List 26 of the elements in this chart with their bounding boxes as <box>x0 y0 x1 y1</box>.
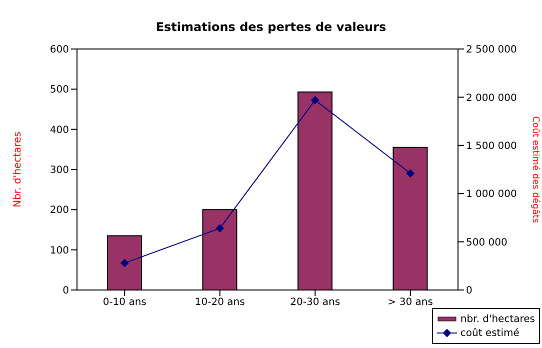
y2-tick-label: 2 000 000 <box>466 92 517 104</box>
y2-tick-label: 2 500 000 <box>466 44 517 56</box>
y-tick-label: 400 <box>50 124 69 136</box>
legend-label: coût estimé <box>460 328 520 338</box>
y-tick-label: 0 <box>62 286 69 297</box>
x-tick-label: 0-10 ans <box>102 297 146 308</box>
y-tick-label: 200 <box>50 205 69 216</box>
y2-tick-label: 0 <box>466 286 472 297</box>
chart-title: Estimations des pertes de valeurs <box>154 20 388 34</box>
y-tick-label: 500 <box>50 84 69 96</box>
y2-tick-label: 1 000 000 <box>466 189 517 200</box>
point <box>120 259 129 268</box>
y2-tick-label: 500 000 <box>466 237 508 248</box>
point <box>406 169 414 178</box>
y-tick-label: 100 <box>50 245 69 256</box>
x-tick-label: > 30 ans <box>388 297 433 308</box>
legend-label: nbr. d'hectares <box>460 314 535 324</box>
x-tick-label: 20-30 ans <box>290 297 340 308</box>
y-tick-label: 300 <box>50 165 69 176</box>
point <box>216 224 224 232</box>
y2-axis-title: Coût estimé des dégâts <box>530 116 541 224</box>
y2-tick-label: 1 500 000 <box>466 140 517 152</box>
y-axis-title: Nbr. d'hectares <box>12 132 24 208</box>
x-tick-label: 10-20 ans <box>194 297 245 308</box>
y-tick-label: 600 <box>50 44 69 56</box>
point <box>311 96 320 104</box>
